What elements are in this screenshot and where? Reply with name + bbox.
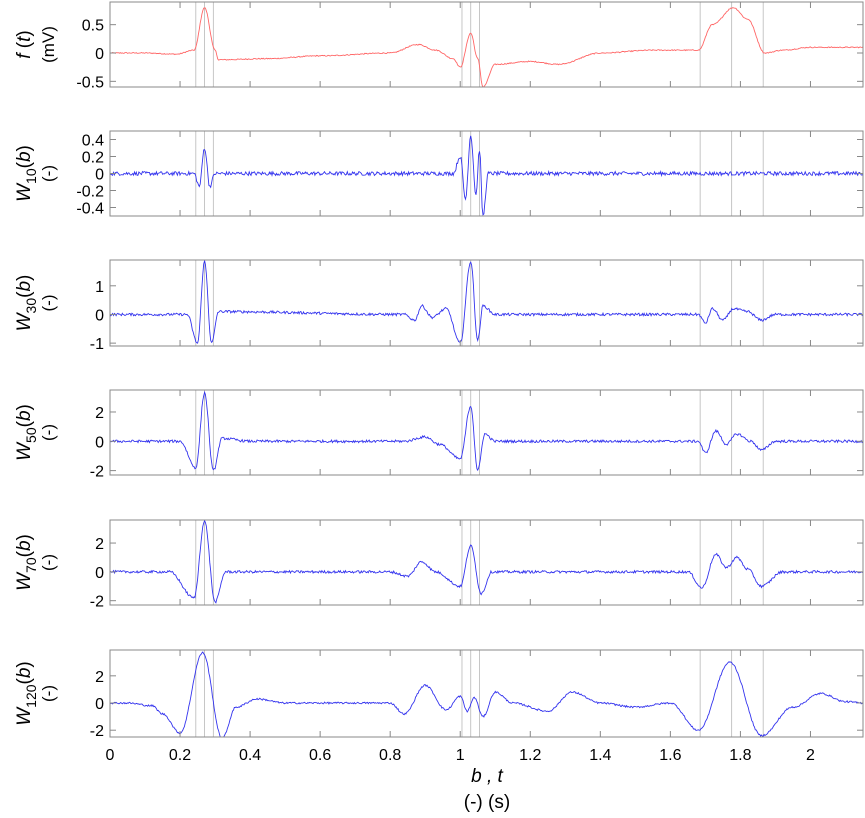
y-tick-label: 1 [95, 279, 104, 296]
axes-frame [109, 389, 864, 476]
y-tick-label: 0 [95, 46, 104, 63]
y-axis-label-w70: W70(b)(-) [14, 534, 58, 591]
panel-w50: 2 0 -2 W50(b)(-) [14, 389, 864, 481]
y-tick-label: -1 [90, 336, 104, 353]
y-tick-label: 0 [95, 434, 104, 451]
y-tick-label: -0.2 [76, 184, 104, 201]
y-tick-label: -0.4 [76, 201, 104, 218]
y-tick-label: -0.5 [76, 74, 104, 91]
y-tick-label: 2 [95, 669, 104, 686]
panel-w120: 2 0 -2 W120(b)(-) [14, 649, 864, 740]
series-line-w50 [110, 390, 863, 472]
y-tick-label: 0.2 [82, 150, 104, 167]
panel-w10: 0.40.20-0.2-0.4 W10(b)(-) [14, 130, 864, 218]
svg-text:W50(b): W50(b) [14, 404, 39, 461]
x-tick-label: 1.6 [659, 747, 681, 764]
series-line-f [110, 7, 863, 87]
y-axis-label-w120: W120(b)(-) [14, 661, 58, 726]
svg-text:(mV): (mV) [39, 26, 58, 63]
panel-w70: 2 0 -2 W70(b)(-) [14, 519, 864, 611]
y-tick-label: 0 [95, 167, 104, 184]
svg-text:W120(b): W120(b) [14, 661, 39, 726]
svg-text:W70(b): W70(b) [14, 534, 39, 591]
y-tick-label: -2 [90, 594, 104, 611]
svg-text:(-): (-) [39, 554, 58, 571]
x-axis-label-vars: b , t [471, 766, 503, 787]
y-axis-label-f: f (t) (mV) [14, 26, 58, 63]
y-axis-label-w30: W30(b)(-) [14, 275, 58, 332]
series-line-w120 [110, 651, 863, 737]
svg-text:(-): (-) [39, 685, 58, 702]
svg-text:f (t): f (t) [14, 30, 35, 59]
axes-frame [109, 519, 864, 606]
series-line-w70 [110, 520, 863, 604]
y-tick-label: -2 [90, 723, 104, 740]
y-axis-label-w10: W10(b)(-) [14, 145, 58, 202]
svg-text:(-): (-) [39, 295, 58, 312]
svg-text:W10(b): W10(b) [14, 145, 39, 202]
x-tick-label: 0.4 [239, 747, 261, 764]
x-tick-label: 0.6 [309, 747, 331, 764]
x-tick-label: 1.4 [589, 747, 611, 764]
axes-frame [109, 649, 864, 738]
y-tick-label: 2 [95, 536, 104, 553]
svg-text:W30(b): W30(b) [14, 275, 39, 332]
x-tick-label: 1 [456, 747, 465, 764]
x-tick-label: 1.8 [729, 747, 751, 764]
axes-frame [109, 259, 864, 347]
y-tick-label: 0.5 [82, 18, 104, 35]
x-tick-label: 0.8 [379, 747, 401, 764]
series-line-w10 [110, 135, 863, 216]
panel-w30: 1 0 -1 W30(b)(-) [14, 259, 864, 353]
x-tick-label: 2 [806, 747, 815, 764]
y-tick-label: -2 [90, 464, 104, 481]
y-tick-label: 0 [95, 696, 104, 713]
y-tick-label: 0 [95, 565, 104, 582]
y-tick-label: 2 [95, 405, 104, 422]
panel-f: 0.5 0 -0.5 f (t) (mV) [14, 1, 864, 91]
y-axis-label-w50: W50(b)(-) [14, 404, 58, 461]
series-line-w30 [110, 260, 863, 344]
x-tick-label: 1.2 [519, 747, 541, 764]
y-tick-label: 0.4 [82, 133, 104, 150]
y-tick-label: 0 [95, 307, 104, 324]
axes-frame [109, 1, 864, 88]
svg-text:(-): (-) [39, 424, 58, 441]
x-axis-label-units: (-) (s) [464, 792, 510, 813]
x-tick-label: 0.2 [169, 747, 191, 764]
x-tick-label: 0 [106, 747, 115, 764]
svg-text:(-): (-) [39, 165, 58, 182]
